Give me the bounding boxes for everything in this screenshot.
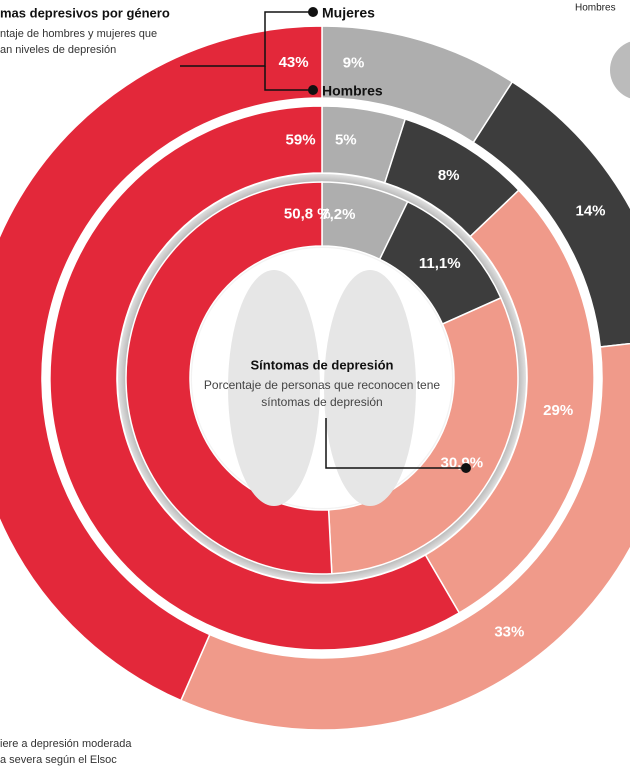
value-label: 11,1% (419, 255, 461, 272)
legend-dot (308, 7, 318, 17)
infographic: 9%14%33%43%5%8%29%59%7,2%11,1%30,9%50,8 … (0, 0, 630, 768)
chart-title: mas depresivos por género (0, 5, 170, 20)
side-circle (610, 40, 630, 100)
value-label: 8% (438, 167, 460, 184)
value-label: 29% (543, 402, 573, 419)
value-label: 5% (335, 132, 357, 149)
side-label: Hombres (575, 3, 616, 14)
pointer-dot (461, 463, 471, 473)
value-label: 9% (343, 55, 365, 72)
subtitle: ntaje de hombres y mujeres que (0, 28, 157, 40)
footnote: iere a depresión moderada (0, 738, 132, 750)
subtitle: an niveles de depresión (0, 44, 116, 56)
center-note: Porcentaje de personas que reconocen ten… (204, 378, 440, 392)
footnote: a severa según el Elsoc (0, 754, 117, 766)
legend-dot (308, 85, 318, 95)
value-label: 50,8 % (284, 206, 331, 223)
legend-label: Mujeres (322, 5, 375, 21)
value-label: 59% (286, 131, 316, 148)
value-label: 43% (279, 54, 309, 71)
value-label: 14% (575, 202, 605, 219)
center-title: Síntomas de depresión (250, 357, 393, 372)
legend-label: Hombres (322, 83, 383, 99)
center-note: síntomas de depresión (261, 395, 382, 409)
value-label: 33% (494, 623, 524, 640)
